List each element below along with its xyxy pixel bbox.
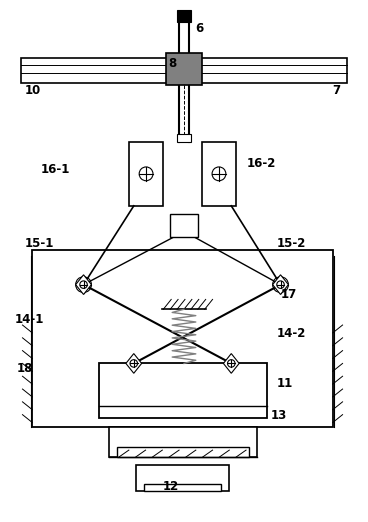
Text: 7: 7 bbox=[333, 84, 341, 97]
Text: 14-2: 14-2 bbox=[277, 327, 306, 340]
Bar bbox=[170, 213, 198, 238]
Polygon shape bbox=[273, 275, 289, 294]
Polygon shape bbox=[223, 353, 239, 373]
Bar bbox=[166, 53, 202, 85]
Bar bbox=[21, 58, 347, 82]
Bar bbox=[117, 447, 249, 457]
Text: 15-1: 15-1 bbox=[24, 237, 54, 250]
Bar bbox=[32, 250, 333, 428]
Text: 12: 12 bbox=[162, 480, 178, 493]
Polygon shape bbox=[76, 275, 91, 294]
Text: 8: 8 bbox=[168, 56, 177, 69]
Bar bbox=[129, 142, 163, 206]
Bar bbox=[99, 363, 267, 418]
Bar bbox=[144, 483, 222, 492]
Text: 11: 11 bbox=[277, 377, 293, 389]
Text: 16-1: 16-1 bbox=[40, 163, 70, 176]
Bar bbox=[202, 142, 236, 206]
Text: 17: 17 bbox=[280, 288, 297, 301]
Text: 15-2: 15-2 bbox=[277, 237, 306, 250]
Text: 16-2: 16-2 bbox=[247, 157, 276, 170]
Bar bbox=[177, 134, 191, 142]
Text: 10: 10 bbox=[24, 84, 41, 97]
Bar bbox=[136, 465, 229, 492]
Text: 18: 18 bbox=[17, 362, 33, 375]
Polygon shape bbox=[126, 353, 142, 373]
Text: 13: 13 bbox=[271, 409, 287, 422]
Bar bbox=[177, 10, 191, 22]
Text: 14-1: 14-1 bbox=[15, 313, 44, 326]
Text: 6: 6 bbox=[195, 22, 203, 35]
Bar bbox=[109, 428, 257, 457]
